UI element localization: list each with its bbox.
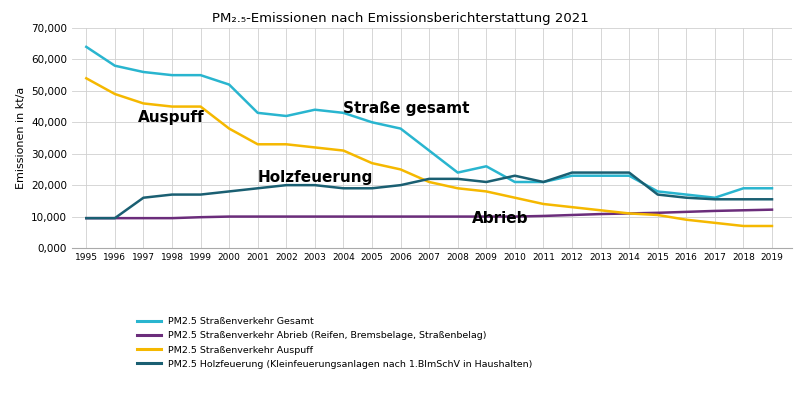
Text: Auspuff: Auspuff [138, 110, 204, 125]
Y-axis label: Emissionen in kt/a: Emissionen in kt/a [15, 87, 26, 189]
Text: Straße gesamt: Straße gesamt [343, 101, 470, 116]
Text: PM₂.₅-Emissionen nach Emissionsberichterstattung 2021: PM₂.₅-Emissionen nach Emissionsberichter… [212, 12, 588, 25]
Legend: PM2.5 Straßenverkehr Gesamt, PM2.5 Straßenverkehr Abrieb (Reifen, Bremsbelage, S: PM2.5 Straßenverkehr Gesamt, PM2.5 Straß… [134, 314, 535, 372]
Text: Abrieb: Abrieb [472, 211, 529, 226]
Text: Holzfeuerung: Holzfeuerung [258, 170, 373, 185]
